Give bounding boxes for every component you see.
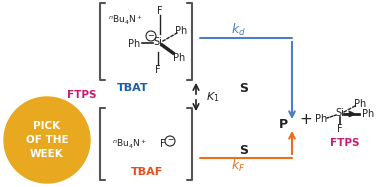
Text: −: − — [167, 136, 173, 145]
Text: Ph: Ph — [354, 99, 366, 109]
Text: Ph: Ph — [175, 26, 187, 36]
Text: $k_F$: $k_F$ — [231, 158, 245, 174]
Text: Ph: Ph — [315, 114, 327, 124]
Text: WEEK: WEEK — [30, 149, 64, 159]
Text: F: F — [157, 6, 163, 16]
Text: TBAF: TBAF — [131, 167, 163, 177]
Text: $^n$Bu$_4$N$^+$: $^n$Bu$_4$N$^+$ — [112, 137, 147, 151]
Text: $k_d$: $k_d$ — [231, 22, 245, 38]
Text: F: F — [160, 139, 166, 149]
Text: S: S — [240, 143, 248, 157]
Text: PICK: PICK — [33, 121, 60, 131]
Text: FTPS: FTPS — [68, 90, 97, 100]
Text: S: S — [240, 82, 248, 94]
Text: $K_1$: $K_1$ — [206, 90, 220, 104]
Text: $^n$Bu$_4$N$^+$: $^n$Bu$_4$N$^+$ — [108, 13, 143, 27]
Circle shape — [4, 97, 90, 183]
Text: TBAT: TBAT — [117, 83, 149, 93]
Text: Ph: Ph — [128, 39, 140, 49]
Text: Ph: Ph — [173, 53, 185, 63]
Text: OF THE: OF THE — [26, 135, 68, 145]
Text: Si: Si — [336, 108, 344, 118]
Text: P: P — [279, 117, 288, 131]
Text: FTPS: FTPS — [330, 138, 360, 148]
Text: F: F — [337, 124, 343, 134]
Text: Ph: Ph — [362, 109, 374, 119]
Text: −: − — [147, 31, 155, 41]
Text: Si: Si — [153, 37, 163, 47]
Text: F: F — [155, 65, 161, 75]
Text: +: + — [300, 111, 312, 126]
